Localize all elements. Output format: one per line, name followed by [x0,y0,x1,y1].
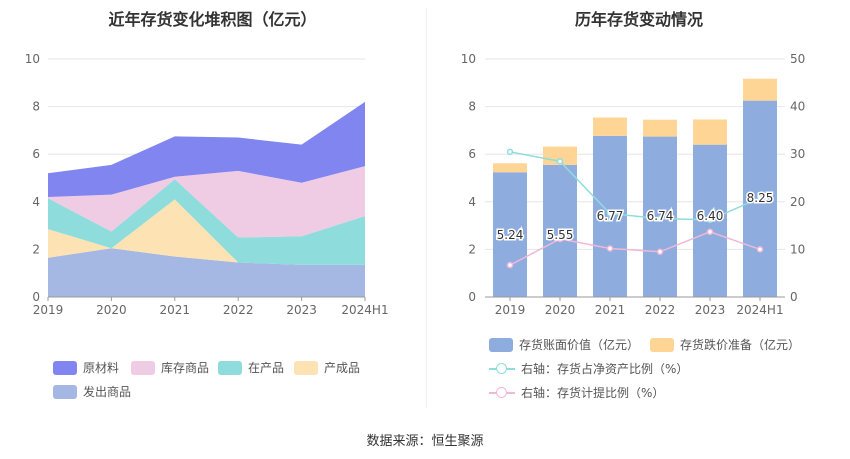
bar-ytick-0: 0 [468,290,476,304]
bar-data-label-1: 5.55 [547,228,574,242]
bar-impairment-3 [643,119,677,137]
legend-swatch-finished [294,360,318,375]
area-series-finished [48,199,365,265]
bar-data-label-4: 6.40 [697,209,724,223]
legend-net-asset-ratio[interactable]: 右轴：存货占净资产比例（%） [489,360,688,377]
inventory-bar-line-chart: 0 2 4 6 8 10 0 10 20 30 40 50 2019 2020 2021 2022 2023 20… [461,52,806,317]
stacked-area-panel: 近年存货变化堆积图（亿元） 0 2 4 6 8 10 2019 2020 2021 2022 202… [0,0,425,410]
bar-y2tick-1: 10 [790,242,805,256]
bar-ytick-4: 8 [468,100,476,114]
stacked-area-chart: 0 2 4 6 8 10 2019 2020 2021 2022 2023 2024H1 [25,52,389,317]
area-xtick-2: 2021 [160,303,191,317]
legend-label-provision-ratio: 右轴：存货计提比例（%） [521,386,665,400]
legend-marker-provision-ratio [489,386,515,400]
bar-data-label-5: 8.25 [747,191,774,205]
point-provision-ratio-1 [556,235,564,243]
left-chart-title: 近年存货变化堆积图（亿元） [108,10,317,29]
area-series-raw-material [48,101,365,198]
legend-label-finished: 产成品 [324,361,361,375]
bar-y2tick-4: 40 [790,100,805,114]
bar-xtick-5: 2024H1 [736,303,783,317]
area-series-wip [48,179,365,265]
area-xtick-4: 2023 [286,303,317,317]
point-net-asset-ratio-2 [606,210,614,217]
legend-provision-ratio[interactable]: 右轴：存货计提比例（%） [489,384,664,401]
bar-xtick-2: 2021 [595,303,626,317]
bar-y2tick-3: 30 [790,147,805,161]
legend-swatch-inventory-goods [131,360,155,375]
area-xtick-0: 2019 [33,303,64,317]
legend-impairment[interactable]: 存货跌价准备（亿元） [650,336,800,353]
bar-impairment-4 [693,119,727,145]
bar-ytick-2: 4 [468,195,476,209]
bar-xtick-1: 2020 [545,303,576,317]
area-ytick-2: 4 [32,195,40,209]
bar-y2tick-0: 0 [790,290,798,304]
area-xtick-1: 2020 [96,303,127,317]
legend-inventory-goods[interactable]: 库存商品 [131,359,209,376]
bar-book-value-0 [493,172,527,297]
bar-xtick-4: 2023 [695,303,726,317]
panel-divider [426,8,427,408]
bar-ytick-1: 2 [468,242,476,256]
bar-ytick-3: 6 [468,147,476,161]
point-net-asset-ratio-3 [656,215,664,222]
legend-swatch-raw-material [53,360,77,375]
bar-y2tick-2: 20 [790,195,805,209]
line-net-asset-ratio [509,151,761,221]
bar-legend: 存货账面价值（亿元） 存货跌价准备（亿元） 右轴：存货占净资产比例（%） 右轴：… [428,0,850,410]
inventory-change-panel: 历年存货变动情况 0 2 4 6 8 10 0 10 20 30 40 50 2019 2020 2021 2… [428,0,850,410]
bar-book-value-1 [543,164,577,297]
legend-label-inventory-goods: 库存商品 [161,361,210,375]
bar-xtick-0: 2019 [495,303,526,317]
legend-raw-material[interactable]: 原材料 [53,359,119,376]
point-net-asset-ratio-4 [706,216,714,224]
point-provision-ratio-4 [706,228,714,236]
legend-label-book-value: 存货账面价值（亿元） [519,338,640,352]
right-chart-title: 历年存货变动情况 [574,10,703,29]
point-net-asset-ratio-1 [556,158,564,165]
point-provision-ratio-5 [756,246,764,253]
point-net-asset-ratio-5 [756,194,764,202]
legend-label-wip: 在产品 [248,361,285,375]
point-provision-ratio-3 [656,248,664,256]
bar-data-label-2: 6.77 [597,209,624,223]
bar-ytick-5: 10 [461,52,476,66]
area-ytick-0: 0 [32,290,40,304]
legend-swatch-wip [218,360,242,375]
legend-swatch-impairment [650,337,674,352]
legend-marker-net-asset-ratio [489,362,515,376]
area-xtick-3: 2022 [223,303,254,317]
bar-xtick-3: 2022 [645,303,676,317]
legend-label-raw-material: 原材料 [83,361,120,375]
bar-data-label-3: 6.74 [647,209,674,223]
bar-y2tick-5: 50 [790,52,805,66]
legend-label-shipped: 发出商品 [83,385,132,399]
legend-wip[interactable]: 在产品 [218,359,284,376]
area-ytick-4: 8 [32,100,40,114]
area-series-inventory-goods [48,166,365,238]
data-source: 数据来源：恒生聚源 [366,434,484,449]
legend-book-value[interactable]: 存货账面价值（亿元） [489,336,639,353]
area-ytick-1: 2 [32,242,40,256]
point-provision-ratio-2 [606,245,614,252]
legend-label-net-asset-ratio: 右轴：存货占净资产比例（%） [521,362,689,376]
bar-impairment-0 [493,163,527,173]
legend-finished[interactable]: 产成品 [294,359,360,376]
legend-swatch-book-value [489,337,513,352]
bar-data-label-0: 5.24 [497,228,524,242]
legend-swatch-shipped [53,384,77,399]
area-series-shipped [48,248,365,297]
legend-label-impairment: 存货跌价准备（亿元） [680,338,801,352]
bar-impairment-5 [743,78,777,101]
line-provision-ratio [509,230,761,266]
point-net-asset-ratio-0 [506,148,514,156]
area-ytick-5: 10 [25,52,40,66]
point-provision-ratio-0 [506,261,514,269]
legend-shipped[interactable]: 发出商品 [53,383,131,400]
area-legend: 原材料 库存商品 在产品 产成品 发出商品 [0,0,425,410]
area-xtick-5: 2024H1 [341,303,388,317]
area-ytick-3: 6 [32,147,40,161]
bar-impairment-2 [593,117,627,136]
